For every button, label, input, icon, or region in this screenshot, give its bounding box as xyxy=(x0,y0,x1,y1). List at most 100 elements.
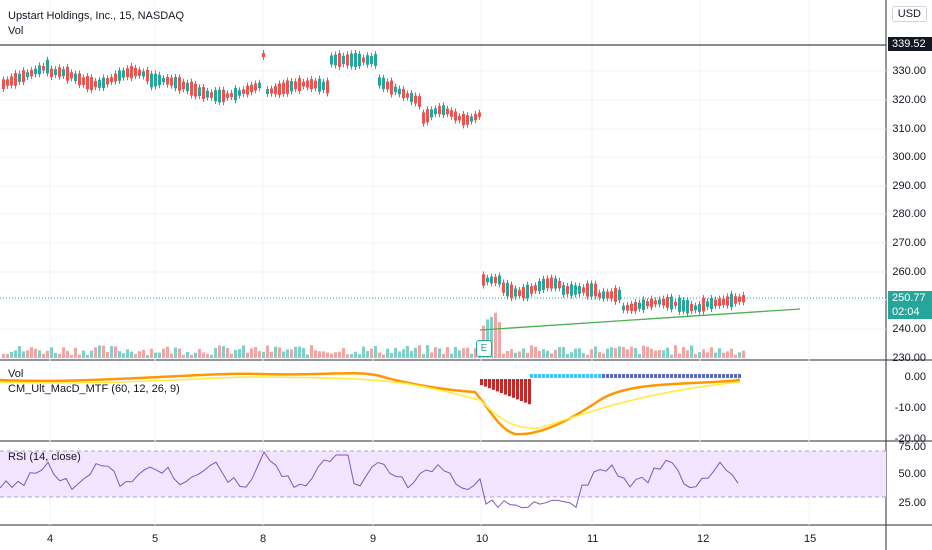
earnings-marker[interactable]: E xyxy=(476,340,492,357)
volume-bar xyxy=(34,348,37,358)
volume-bar xyxy=(174,347,177,358)
currency-selector[interactable]: USD xyxy=(891,6,927,22)
candle-body xyxy=(194,83,197,97)
macd-histogram-bar xyxy=(666,374,669,378)
volume-bar xyxy=(606,348,609,358)
time-label: 11 xyxy=(587,533,599,545)
volume-bar xyxy=(626,349,629,358)
volume-bar xyxy=(210,354,213,358)
time-label: 4 xyxy=(47,533,54,545)
candle-body xyxy=(282,82,285,94)
macd-histogram-bar xyxy=(484,379,487,387)
candle-body xyxy=(430,109,433,118)
candle-body xyxy=(526,284,529,299)
candle-body xyxy=(598,292,601,298)
macd-histogram-bar xyxy=(622,374,625,378)
candle-body xyxy=(186,82,189,92)
time-label: 15 xyxy=(804,533,817,545)
volume-bar xyxy=(578,348,581,358)
volume-bar xyxy=(198,348,201,358)
candle-body xyxy=(642,299,645,311)
macd-legend-label[interactable]: CM_Ult_MacD_MTF (60, 12, 26, 9) xyxy=(8,383,180,395)
candle-body xyxy=(62,69,65,77)
macd-histogram-bar xyxy=(594,374,597,378)
volume-bar xyxy=(398,351,401,358)
macd-histogram-bar xyxy=(512,379,515,398)
price-tick: 320.00 xyxy=(892,94,926,106)
volume-bar xyxy=(194,352,197,358)
macd-histogram-bar xyxy=(590,374,593,378)
macd-histogram-bar xyxy=(500,379,503,393)
macd-histogram-bar xyxy=(550,374,553,378)
candle-body xyxy=(718,298,721,306)
candle-body xyxy=(482,274,485,286)
candle-body xyxy=(22,70,25,83)
volume-bar xyxy=(234,349,237,358)
macd-histogram-bar xyxy=(524,379,527,403)
candle-body xyxy=(330,55,333,65)
volume-bar xyxy=(354,351,357,358)
volume-bar xyxy=(658,350,661,358)
volume-bar xyxy=(550,353,553,358)
volume-bar xyxy=(314,350,317,358)
candle-body xyxy=(638,302,641,309)
volume-bar xyxy=(146,354,149,358)
candle-body xyxy=(242,89,245,94)
candle-body xyxy=(270,88,273,94)
candle-body xyxy=(370,56,373,64)
candle-body xyxy=(154,73,157,87)
macd-histogram-bar xyxy=(516,379,519,400)
candle-body xyxy=(586,283,589,297)
candle-body xyxy=(710,297,713,310)
candle-body xyxy=(542,278,545,290)
macd-histogram-bar xyxy=(694,374,697,378)
candle-body xyxy=(350,53,353,67)
candle-body xyxy=(26,72,29,77)
candle-body xyxy=(362,57,365,63)
macd-histogram-bar xyxy=(480,379,483,385)
candle-body xyxy=(694,305,697,311)
candle-body xyxy=(226,93,229,98)
macd-histogram-bar xyxy=(722,374,725,378)
candle-body xyxy=(502,282,505,293)
volume-bar xyxy=(642,345,645,358)
volume-bar xyxy=(374,345,377,358)
candle-body xyxy=(394,86,397,93)
candle-body xyxy=(246,85,249,95)
volume-bar xyxy=(522,348,525,358)
volume-bar xyxy=(126,349,129,358)
volume-bar xyxy=(358,354,361,358)
candle-body xyxy=(142,71,145,77)
volume-bar xyxy=(558,346,561,358)
volume-bar xyxy=(190,354,193,358)
candle-body xyxy=(302,81,305,87)
macd-histogram-bar xyxy=(566,374,569,378)
volume-bar xyxy=(386,348,389,358)
candle-body xyxy=(678,297,681,312)
symbol-title[interactable]: Upstart Holdings, Inc., 15, NASDAQ xyxy=(8,10,185,22)
volume-legend-label: Vol xyxy=(8,25,24,37)
macd-histogram-bar xyxy=(690,374,693,378)
volume-bar xyxy=(138,351,141,358)
macd-histogram-bar xyxy=(488,379,491,389)
volume-bar xyxy=(710,347,713,358)
volume-bar xyxy=(538,350,541,358)
candle-body xyxy=(238,90,241,96)
macd-histogram-bar xyxy=(504,379,507,395)
volume-bar xyxy=(162,348,165,358)
rsi-legend-label[interactable]: RSI (14, close) xyxy=(8,451,81,463)
macd-histogram-bar xyxy=(638,374,641,378)
price-tick: 330.00 xyxy=(892,65,926,77)
volume-bar xyxy=(594,346,597,358)
candle-body xyxy=(670,296,673,310)
candle-body xyxy=(50,68,53,78)
volume-bar xyxy=(686,350,689,358)
candle-body xyxy=(290,80,293,92)
candle-body xyxy=(310,79,313,90)
volume-bar xyxy=(30,347,33,358)
candle-body xyxy=(58,67,61,77)
candle-body xyxy=(10,76,13,86)
candle-body xyxy=(354,53,357,67)
volume-bar xyxy=(22,351,25,358)
